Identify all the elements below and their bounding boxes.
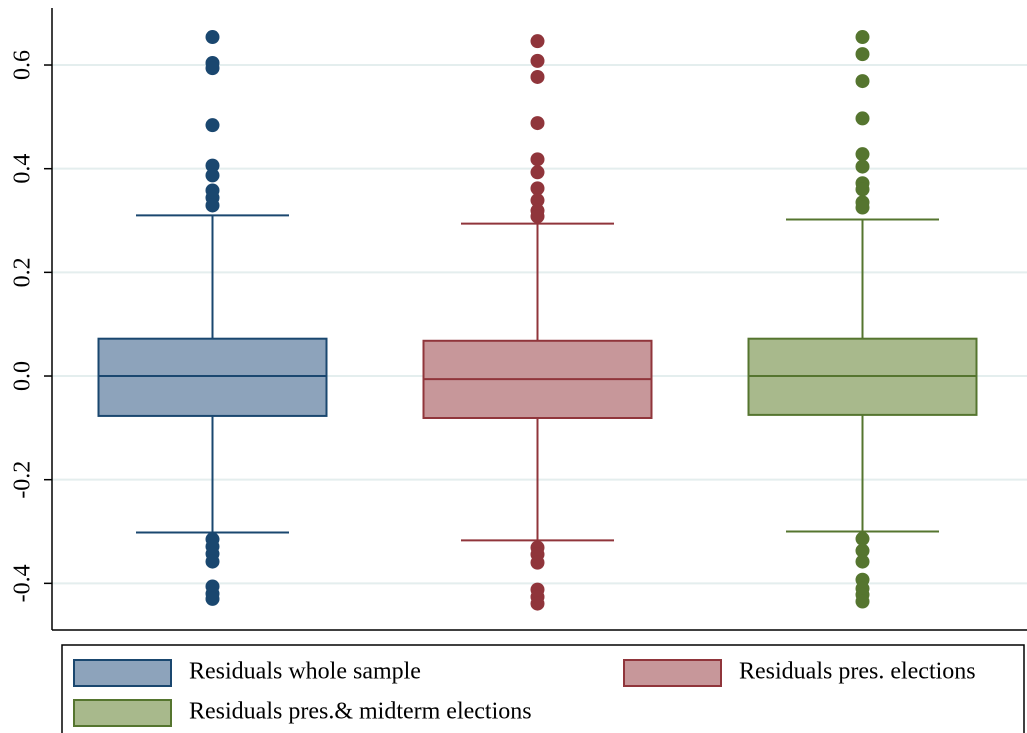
outlier xyxy=(855,594,870,609)
outlier xyxy=(530,596,545,611)
box xyxy=(97,337,328,417)
y-tick-label: -0.4 xyxy=(10,564,36,602)
outlier xyxy=(530,69,545,84)
outlier xyxy=(205,198,220,213)
legend-swatch xyxy=(623,659,722,687)
y-tick-label: 0.2 xyxy=(10,257,36,287)
legend-label: Residuals pres. elections xyxy=(739,659,976,685)
outlier xyxy=(205,61,220,76)
legend xyxy=(61,644,1025,733)
legend-swatch xyxy=(73,659,172,687)
outlier xyxy=(530,34,545,49)
outlier xyxy=(530,53,545,68)
outlier xyxy=(530,165,545,180)
outlier xyxy=(530,152,545,167)
outlier xyxy=(205,118,220,133)
outlier xyxy=(530,116,545,131)
outlier xyxy=(855,159,870,174)
legend-swatch xyxy=(73,699,172,727)
outlier xyxy=(855,543,870,558)
outlier xyxy=(205,554,220,569)
outlier xyxy=(530,181,545,196)
outlier xyxy=(855,74,870,89)
outlier xyxy=(205,30,220,45)
outlier xyxy=(855,30,870,45)
outlier xyxy=(205,591,220,606)
y-tick-label: -0.2 xyxy=(10,461,36,499)
outlier xyxy=(530,193,545,208)
outlier xyxy=(855,147,870,162)
legend-label: Residuals whole sample xyxy=(189,659,421,685)
outlier xyxy=(855,47,870,62)
outlier xyxy=(530,209,545,224)
y-tick-label: 0.0 xyxy=(10,361,36,391)
y-tick-label: 0.6 xyxy=(10,50,36,80)
outlier xyxy=(855,531,870,546)
outlier xyxy=(855,200,870,215)
outlier xyxy=(205,158,220,173)
y-tick-label: 0.4 xyxy=(10,154,36,184)
outlier xyxy=(855,111,870,126)
outlier xyxy=(530,555,545,570)
outlier xyxy=(855,182,870,197)
outlier xyxy=(205,168,220,183)
outlier xyxy=(855,554,870,569)
legend-label: Residuals pres.& midterm elections xyxy=(189,699,532,725)
